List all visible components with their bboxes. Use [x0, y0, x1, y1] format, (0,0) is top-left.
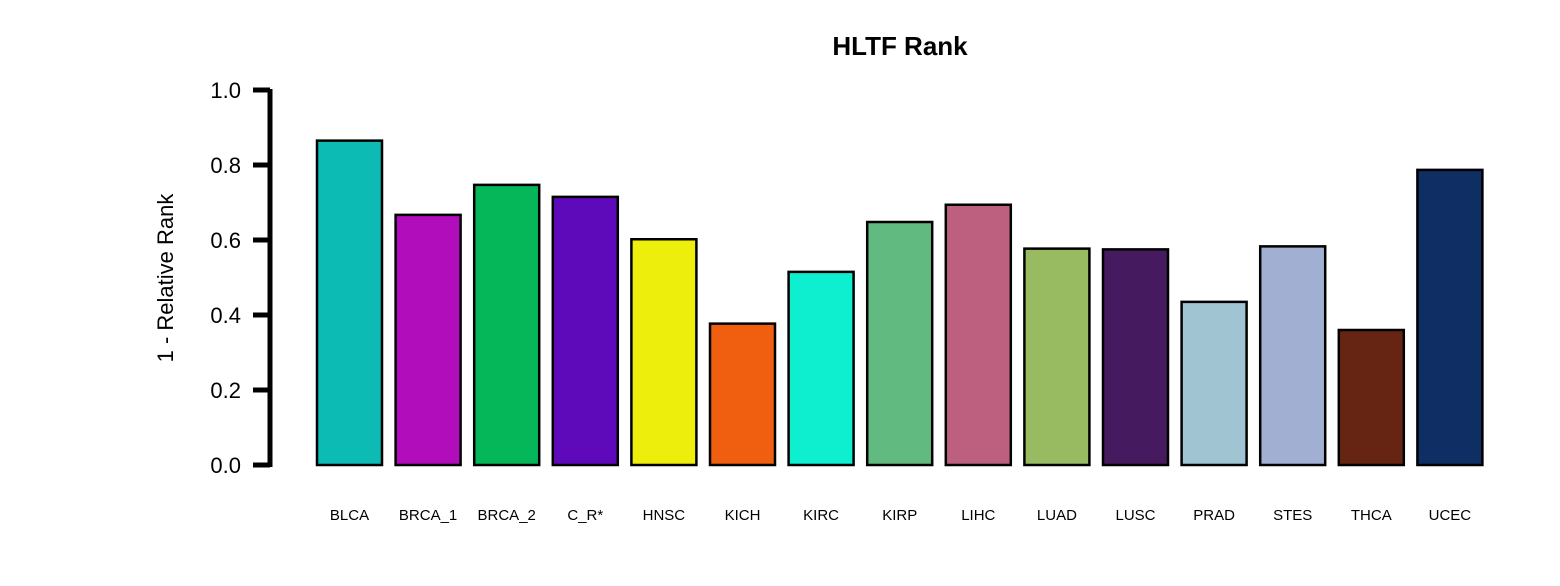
x-tick-label: PRAD	[1193, 507, 1235, 524]
y-axis-label: 1 - Relative Rank	[153, 193, 178, 363]
bar-thca	[1337, 328, 1406, 467]
bar-lihc	[944, 203, 1013, 467]
y-tick-label: 0.6	[210, 228, 241, 253]
bar-c-r	[551, 195, 620, 467]
bar-blca	[315, 139, 384, 467]
bar-brca-2	[472, 183, 541, 467]
x-tick-label: STES	[1273, 507, 1312, 524]
bar-lusc	[1101, 248, 1170, 467]
x-tick-label: C_R*	[567, 507, 603, 524]
bar-kirp	[865, 220, 934, 467]
y-axis-ticks: 0.0 0.2 0.4 0.6 0.8 1.0	[210, 78, 270, 478]
chart-title: HLTF Rank	[832, 31, 968, 61]
y-tick-label: 1.0	[210, 78, 241, 103]
x-tick-label: LIHC	[961, 507, 995, 524]
x-tick-label: THCA	[1351, 507, 1392, 524]
x-tick-label: UCEC	[1429, 507, 1472, 524]
bar-brca-1	[394, 213, 462, 467]
x-tick-label: BRCA_2	[478, 507, 536, 524]
y-tick-label: 0.2	[210, 378, 241, 403]
bar-hnsc	[630, 238, 698, 467]
bar-ucec	[1416, 168, 1484, 467]
y-tick-label: 0.4	[210, 303, 241, 328]
y-tick-label: 0.0	[210, 453, 241, 478]
x-tick-label: KICH	[725, 507, 761, 524]
x-tick-label: HNSC	[643, 507, 686, 524]
bar-stes	[1258, 245, 1327, 467]
x-tick-label: LUSC	[1115, 507, 1155, 524]
bar-luad	[1023, 247, 1091, 467]
bar-prad	[1180, 300, 1248, 467]
bar-kich	[708, 322, 777, 467]
y-tick-label: 0.8	[210, 153, 241, 178]
x-tick-label: BRCA_1	[399, 507, 457, 524]
bar-kirc	[787, 270, 855, 467]
x-tick-label: LUAD	[1037, 507, 1077, 524]
x-tick-label: BLCA	[330, 507, 369, 524]
x-axis-labels: BLCA BRCA_1 BRCA_2 C_R* HNSC KICH KIRC KIRP LIHC…	[330, 507, 1471, 524]
bars-group	[315, 139, 1484, 467]
x-tick-label: KIRP	[882, 507, 917, 524]
x-tick-label: KIRC	[803, 507, 839, 524]
